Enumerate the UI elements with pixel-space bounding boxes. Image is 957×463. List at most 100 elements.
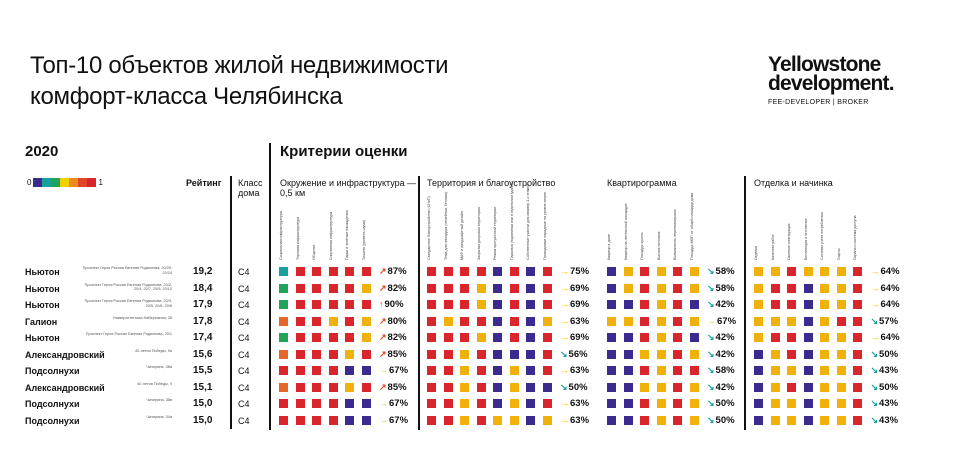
section-percent: ↗85% xyxy=(379,382,407,393)
section-percent: →64% xyxy=(871,283,900,294)
section-header: Территория и благоустройство xyxy=(427,178,556,188)
trend-arrow-icon: ↘ xyxy=(707,332,715,342)
class-value: С4 xyxy=(238,399,250,409)
criterion-text: Квартир на лестничной площадке xyxy=(623,203,628,260)
score-square xyxy=(345,415,354,425)
score-square xyxy=(279,399,288,408)
trend-arrow-icon: → xyxy=(560,365,569,375)
section-percent: →64% xyxy=(871,299,900,310)
score-square xyxy=(656,382,666,392)
criterion-label: Тема для площадок (семейная, беговая) xyxy=(444,192,458,260)
score-square xyxy=(853,366,862,375)
object-name: Ньютон xyxy=(25,300,60,310)
criterion-text: Отделка xyxy=(754,245,758,260)
section-percent: ↘58% xyxy=(707,283,735,294)
class-value: С4 xyxy=(238,366,250,376)
criterion-label: Тишина (уровень шума) xyxy=(362,200,376,260)
section-percent: →63% xyxy=(560,365,589,376)
criterion-label: Лифты xyxy=(837,200,851,260)
score-square xyxy=(460,267,469,276)
section-percent: →69% xyxy=(560,332,589,343)
score-square xyxy=(820,349,829,359)
score-square xyxy=(787,415,796,425)
criterion-text: Стандартное благоустройство (СНиП) xyxy=(427,196,431,260)
score-square xyxy=(836,267,846,276)
score-square xyxy=(542,349,552,359)
score-square xyxy=(770,399,780,408)
score-square xyxy=(689,283,699,293)
criterion-label: Квартир на лестничной площадке xyxy=(624,200,638,260)
object-address: Чичерина, 38а xyxy=(146,365,172,369)
section-percent: →63% xyxy=(560,415,589,426)
score-square xyxy=(787,366,796,375)
percent-value: 43% xyxy=(879,365,899,376)
section-percent: ↗87% xyxy=(379,266,407,277)
score-square xyxy=(836,399,846,408)
trend-arrow-icon: → xyxy=(560,266,569,276)
criterion-label: Парковка (подземная или в отдельном здан… xyxy=(510,181,524,260)
score-square xyxy=(328,333,338,342)
table-row: Ньютон Проспект Героя России Евгения Роди… xyxy=(0,281,957,297)
score-square xyxy=(754,333,763,342)
section-percent: ↘43% xyxy=(871,398,899,409)
section-percent: →69% xyxy=(560,283,589,294)
percent-value: 50% xyxy=(715,398,735,409)
percent-value: 67% xyxy=(717,315,737,327)
trend-arrow-icon: ↘ xyxy=(707,381,715,392)
class-value: С4 xyxy=(238,415,250,426)
section-percent: ↘42% xyxy=(707,299,735,310)
section-percent: ↘57% xyxy=(871,316,899,327)
criterion-label: Торговая инфраструктура xyxy=(296,200,310,260)
criterion-text: Возможность перепланировки xyxy=(673,209,677,260)
score-square xyxy=(623,316,633,326)
score-square xyxy=(640,333,649,342)
legend-swatch xyxy=(69,178,79,187)
section-percent: ↘58% xyxy=(707,365,735,376)
score-square xyxy=(689,316,699,326)
criterion-text: Парки и зелёные насаждения xyxy=(345,210,349,260)
score-square xyxy=(493,399,502,408)
score-square xyxy=(803,399,813,408)
score-square xyxy=(853,316,862,326)
score-square xyxy=(361,267,371,276)
score-square xyxy=(328,349,338,359)
rating-value: 17,9 xyxy=(193,299,213,310)
criterion-text: Торговая инфраструктура xyxy=(295,216,300,260)
score-square xyxy=(427,316,436,326)
section-percent: →67% xyxy=(379,398,408,409)
score-square xyxy=(754,382,763,392)
rating-value: 17,4 xyxy=(193,332,213,343)
score-square xyxy=(689,300,699,309)
score-square xyxy=(509,267,519,276)
percent-value: 69% xyxy=(570,332,590,343)
criterion-text: Проходимые парадные на уровне земли xyxy=(542,192,547,260)
class-value: С4 xyxy=(238,267,250,277)
trend-arrow-icon: ↘ xyxy=(707,266,715,276)
score-square xyxy=(820,382,829,392)
percent-value: 50% xyxy=(879,381,899,393)
score-square xyxy=(656,267,666,276)
score-square xyxy=(279,300,288,309)
score-square xyxy=(542,382,552,392)
score-square xyxy=(279,316,288,326)
score-square xyxy=(754,316,763,326)
score-square xyxy=(361,415,371,425)
score-square xyxy=(640,349,649,359)
score-square xyxy=(279,382,288,392)
criterion-label: Закрытая дворовая территория xyxy=(477,200,491,260)
section-percent: ↗85% xyxy=(379,349,407,360)
percent-value: 64% xyxy=(880,282,900,294)
score-square xyxy=(770,382,780,392)
score-square xyxy=(656,333,666,342)
score-square xyxy=(689,267,699,276)
score-square xyxy=(493,382,502,392)
percent-value: 85% xyxy=(387,348,407,360)
score-square xyxy=(787,267,796,276)
score-square xyxy=(361,333,371,342)
criterion-label: Высота потолков xyxy=(657,200,671,260)
score-square xyxy=(427,349,436,359)
score-square xyxy=(689,415,699,425)
score-square xyxy=(803,349,813,359)
score-square xyxy=(328,415,338,425)
object-name: Ньютон xyxy=(25,267,60,277)
